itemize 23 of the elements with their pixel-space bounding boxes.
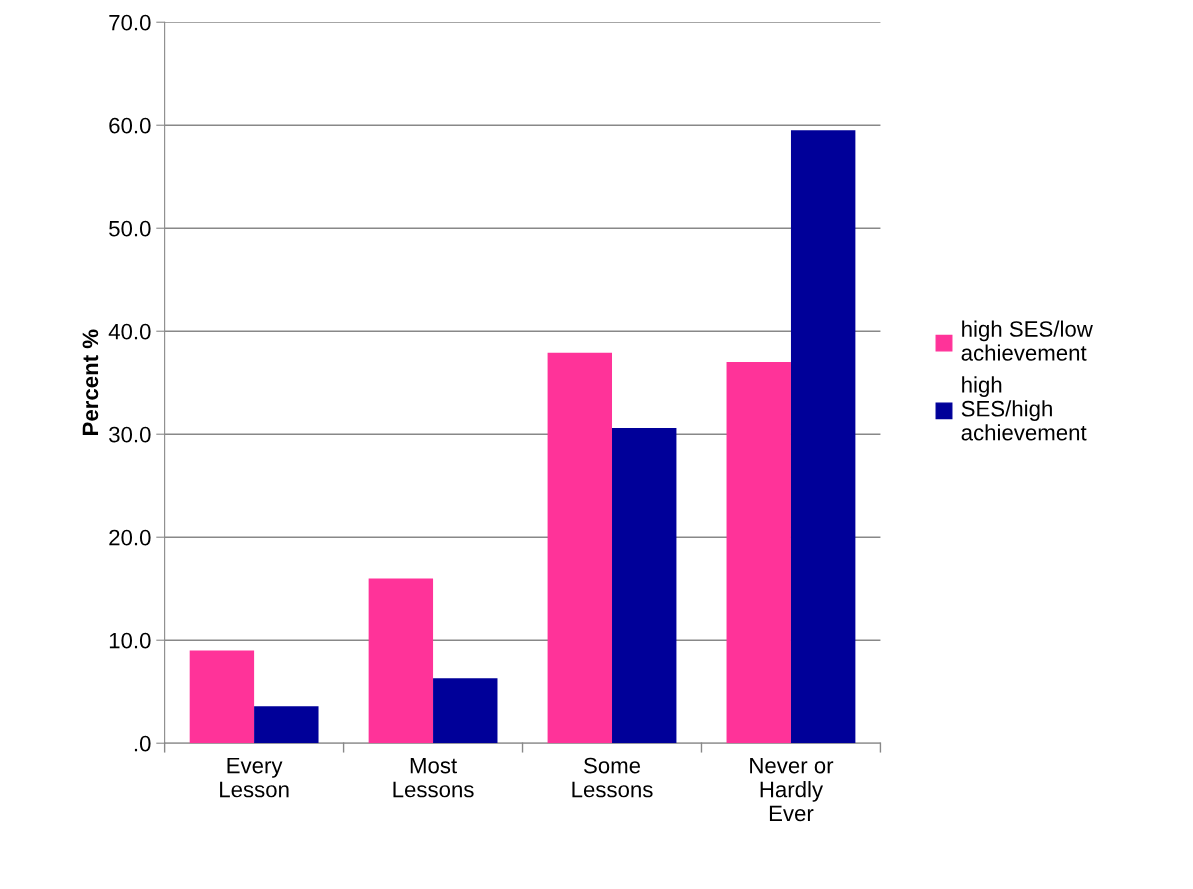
bar	[790, 130, 856, 744]
legend-label: high SES/low achievement	[961, 320, 1093, 361]
bar	[612, 428, 677, 744]
bar	[189, 650, 255, 744]
y-axis-title: Percent %	[82, 329, 99, 435]
y-tick-label: 60.0	[109, 117, 151, 134]
y-tick-label: 70.0	[109, 14, 151, 31]
x-tick-label: Never or Hardly Ever	[750, 757, 834, 822]
x-tick-label: Every Lesson	[220, 757, 289, 798]
bar	[726, 362, 791, 744]
bar	[368, 578, 434, 744]
x-tick-label: Some Lessons	[572, 757, 653, 798]
bar	[547, 352, 613, 744]
y-tick-label: 50.0	[109, 220, 151, 237]
y-tick-label: .0	[134, 735, 151, 752]
bar	[254, 706, 319, 744]
x-tick-label: Most Lessons	[393, 757, 474, 798]
y-tick-label: 10.0	[109, 632, 151, 649]
y-tick-label: 40.0	[108, 323, 151, 340]
y-tick-label: 20.0	[109, 529, 151, 546]
legend-label: high SES/high achievement	[961, 376, 1087, 441]
bar	[433, 678, 498, 744]
y-tick-label: 30.0	[109, 426, 151, 443]
